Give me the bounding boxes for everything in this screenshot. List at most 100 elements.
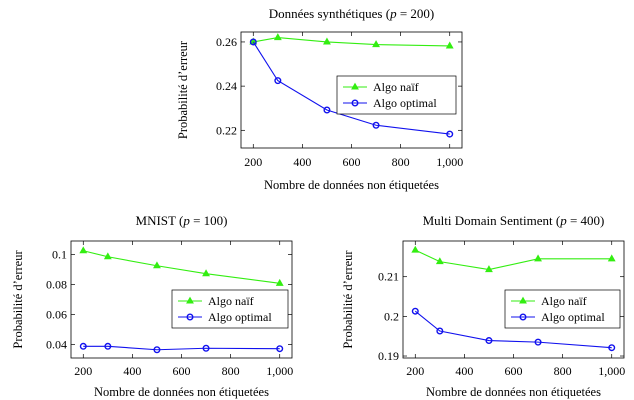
chart-title-variable: p (182, 213, 190, 228)
series-line (253, 36, 450, 47)
x-tick-label: 400 (293, 155, 311, 169)
series-algo-optimal (79, 342, 284, 354)
y-axis-label: Probabilité d’erreur (341, 250, 355, 349)
chart-title-text: MNIST ( (136, 213, 184, 228)
y-axis-label: Probabilité d’erreur (176, 40, 190, 139)
legend-swatch-marker (351, 82, 359, 90)
data-point (103, 252, 112, 260)
series-algo-naif (79, 246, 284, 286)
data-point (446, 130, 454, 138)
legend-entry-label: Algo optimal (208, 310, 272, 324)
series-line (83, 345, 280, 351)
series-line (414, 310, 612, 349)
x-axis-label: Nombre de données non étiquetées (426, 385, 601, 399)
x-tick-label: 800 (554, 364, 572, 378)
x-tick-label: 600 (505, 364, 523, 378)
data-point (273, 33, 282, 41)
data-point (411, 245, 420, 253)
data-point (153, 346, 161, 354)
x-tick-label: 200 (244, 155, 262, 169)
legend-swatch-marker (519, 296, 527, 304)
x-tick-label: 200 (74, 364, 92, 378)
chart-title: MNIST (p = 100) (136, 213, 228, 228)
series-algo-naif (411, 245, 616, 273)
chart-title-text: Multi Domain Sentiment ( (423, 213, 561, 228)
legend-entry-label: Algo naïf (208, 294, 254, 308)
x-tick-label: 600 (173, 364, 191, 378)
y-tick-label: 0.06 (46, 308, 67, 322)
legend-entry-label: Algo naïf (373, 80, 419, 94)
x-tick-label: 800 (222, 364, 240, 378)
y-tick-label: 0.24 (216, 79, 237, 93)
legend-swatch-marker (186, 296, 194, 304)
chart-title-variable: p (559, 213, 567, 228)
legend-swatch-marker (186, 313, 194, 321)
y-tick-label: 0.2 (384, 309, 399, 323)
data-point (276, 345, 284, 353)
series-line (83, 250, 280, 284)
data-point (411, 307, 419, 315)
data-point (436, 327, 444, 335)
series-algo-optimal (249, 38, 454, 138)
data-point (608, 344, 616, 352)
chart-title: Multi Domain Sentiment (p = 400) (423, 213, 605, 228)
legend: Algo naïf Algo optimal (504, 289, 621, 329)
x-tick-label: 1,000 (436, 155, 463, 169)
x-axis-label: Nombre de données non étiquetées (94, 385, 269, 399)
series-algo-naif (249, 33, 454, 49)
y-tick-label: 0.08 (46, 278, 67, 292)
y-tick-label: 0.19 (378, 349, 399, 363)
data-point (485, 265, 493, 273)
y-tick-label: 0.04 (46, 338, 67, 352)
chart-title-text: Données synthétiques ( (269, 6, 390, 21)
legend-box (504, 289, 621, 329)
chart-title-value: = 100) (190, 213, 228, 228)
data-point (323, 37, 331, 45)
legend: Algo naïf Algo optimal (336, 75, 457, 115)
legend-entry-label: Algo naïf (541, 294, 587, 308)
chart-title-variable: p (389, 6, 397, 21)
y-axis-label: Probabilité d’erreur (11, 250, 25, 349)
chart-title: Données synthétiques (p = 200) (269, 6, 434, 21)
data-point (323, 106, 331, 114)
legend-swatch-marker (519, 313, 527, 321)
x-tick-label: 400 (455, 364, 473, 378)
chart-title-value: = 200) (397, 6, 435, 21)
chart-title-value: = 400) (567, 213, 605, 228)
x-axis-label: Nombre de données non étiquetées (264, 178, 439, 192)
data-point (485, 337, 493, 345)
data-point (534, 254, 542, 262)
data-point (79, 342, 87, 350)
chart-panel: Données synthétiques (p = 200) 200 400 600 8… (176, 6, 463, 192)
x-tick-label: 1,000 (598, 364, 625, 378)
data-point (202, 344, 210, 352)
series-algo-optimal (411, 307, 616, 352)
legend-box (171, 289, 289, 329)
y-tick-label: 0.22 (216, 123, 237, 137)
legend: Algo naïf Algo optimal (171, 289, 289, 329)
data-point (153, 261, 161, 269)
data-point (202, 269, 210, 277)
legend-entry-label: Algo optimal (541, 310, 605, 324)
data-point (445, 41, 454, 49)
y-tick-label: 0.26 (216, 35, 237, 49)
legend-swatch-marker (351, 99, 359, 107)
series-line (252, 41, 450, 135)
data-point (435, 257, 444, 265)
series-line (415, 249, 612, 271)
data-point (79, 246, 88, 254)
legend-entry-label: Algo optimal (373, 96, 437, 110)
data-point (607, 254, 616, 262)
data-point (534, 338, 542, 346)
x-tick-label: 200 (406, 364, 424, 378)
data-point (275, 278, 284, 286)
x-tick-label: 400 (123, 364, 141, 378)
x-tick-label: 1,000 (266, 364, 293, 378)
data-point (104, 342, 112, 350)
data-point (372, 121, 380, 129)
data-point (274, 77, 282, 85)
data-point (249, 38, 257, 46)
x-tick-label: 800 (392, 155, 410, 169)
y-tick-label: 0.21 (378, 270, 399, 284)
